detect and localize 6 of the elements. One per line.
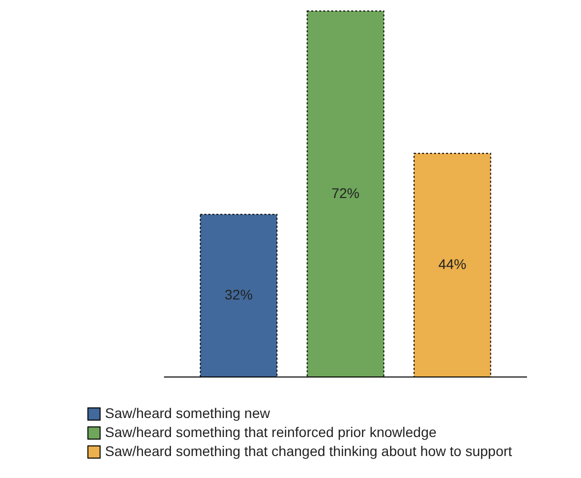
legend-label: Saw/heard something that changed thinking about how to support bbox=[105, 443, 512, 459]
data-label: 72% bbox=[331, 185, 360, 201]
legend-label: Saw/heard something new bbox=[105, 405, 271, 421]
data-label: 44% bbox=[438, 256, 466, 272]
legend-label: Saw/heard something that reinforced prior knowledge bbox=[105, 424, 437, 440]
data-label: 32% bbox=[224, 286, 253, 303]
